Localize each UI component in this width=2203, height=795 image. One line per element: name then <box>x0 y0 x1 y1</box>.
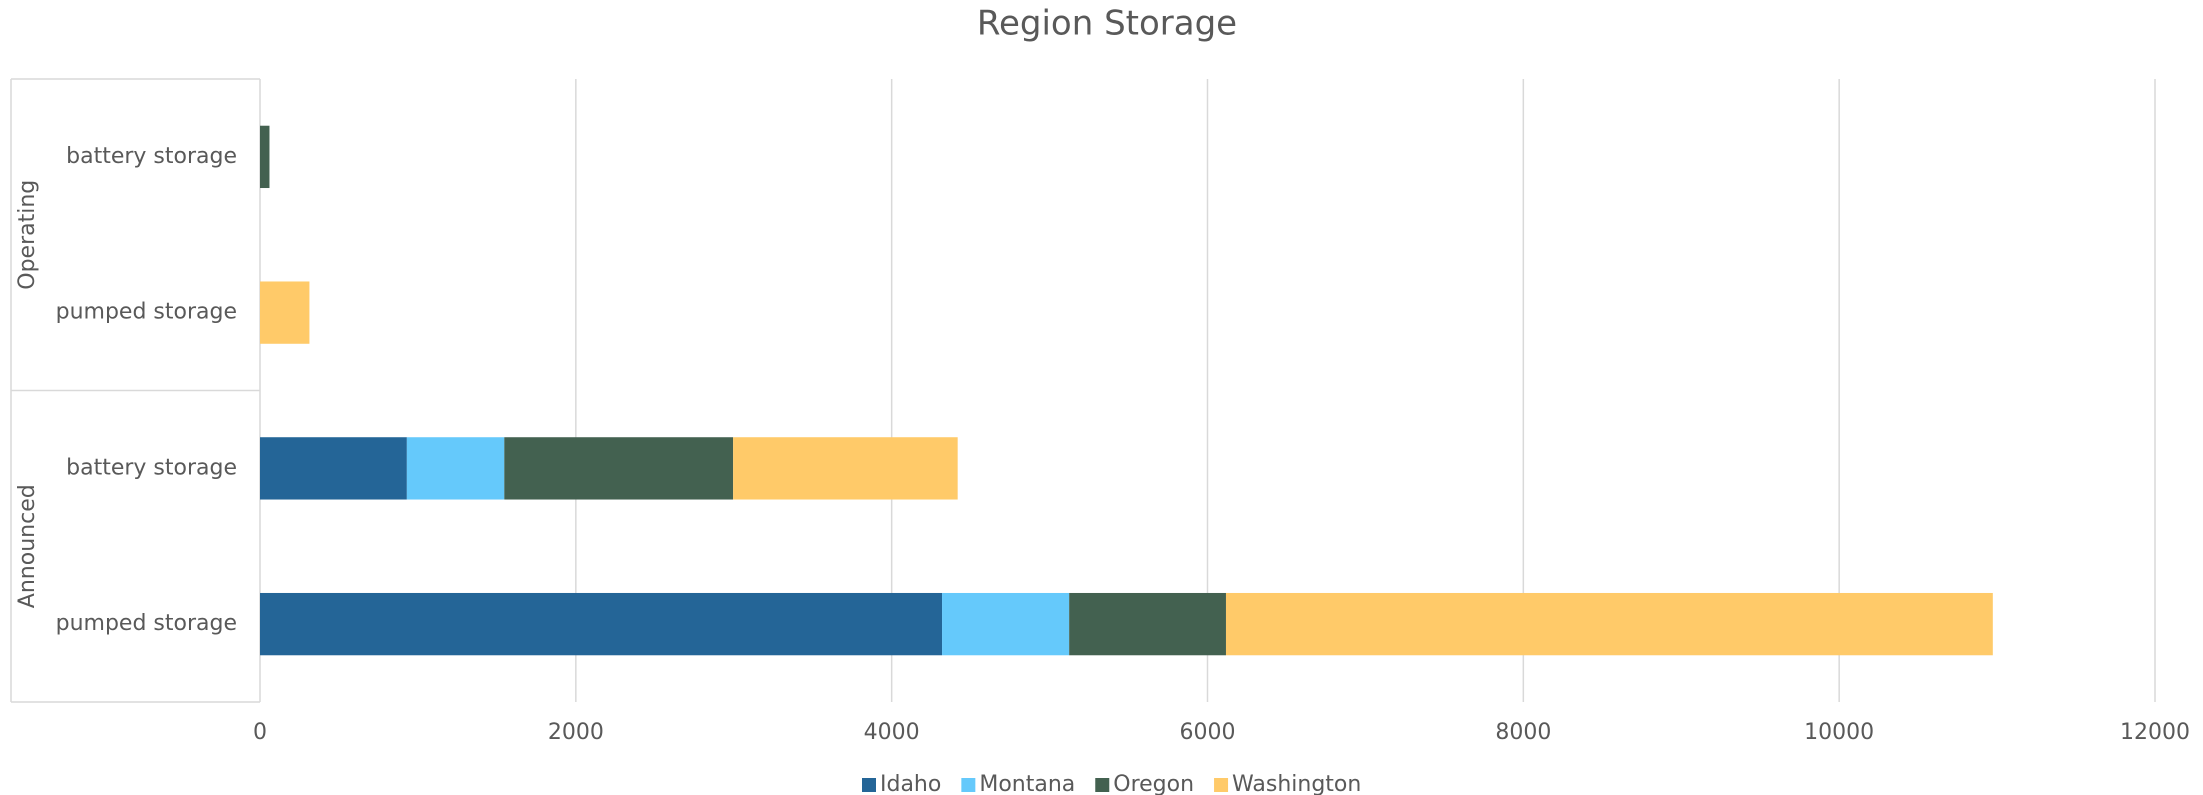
bar-segment <box>1225 592 1993 656</box>
y-tick-label: battery storage <box>66 144 237 169</box>
bar-segment <box>260 437 407 500</box>
legend-swatch <box>1095 778 1110 792</box>
legend-label: Idaho <box>880 772 941 795</box>
y-tick-label: pumped storage <box>56 300 237 325</box>
legend-swatch <box>1214 778 1229 792</box>
x-tick-label: 12000 <box>2120 720 2190 745</box>
legend-label: Oregon <box>1113 772 1194 795</box>
x-tick-label: 4000 <box>864 720 920 745</box>
legend-label: Montana <box>979 772 1075 795</box>
x-tick-label: 6000 <box>1180 720 1236 745</box>
y-tick-label: pumped storage <box>56 611 237 636</box>
bar-segment <box>504 437 734 500</box>
legend-swatch <box>961 778 976 792</box>
x-tick-label: 10000 <box>1804 720 1874 745</box>
bar-segment <box>1069 592 1226 656</box>
legend-label: Washington <box>1232 772 1361 795</box>
bar-segment <box>260 592 943 656</box>
bar-segment <box>260 281 310 344</box>
x-tick-label: 0 <box>253 720 267 745</box>
chart-title: Region Storage <box>977 4 1237 44</box>
y-tick-label: battery storage <box>66 455 237 480</box>
x-tick-label: 8000 <box>1495 720 1551 745</box>
x-tick-label: 2000 <box>548 720 604 745</box>
bar-segment <box>260 125 270 189</box>
bar-segment <box>406 437 505 500</box>
group-label: Announced <box>15 484 40 608</box>
bar-segment <box>733 437 958 500</box>
bar-segment <box>942 592 1070 656</box>
legend-swatch <box>862 778 876 792</box>
group-label: Operating <box>15 180 40 290</box>
